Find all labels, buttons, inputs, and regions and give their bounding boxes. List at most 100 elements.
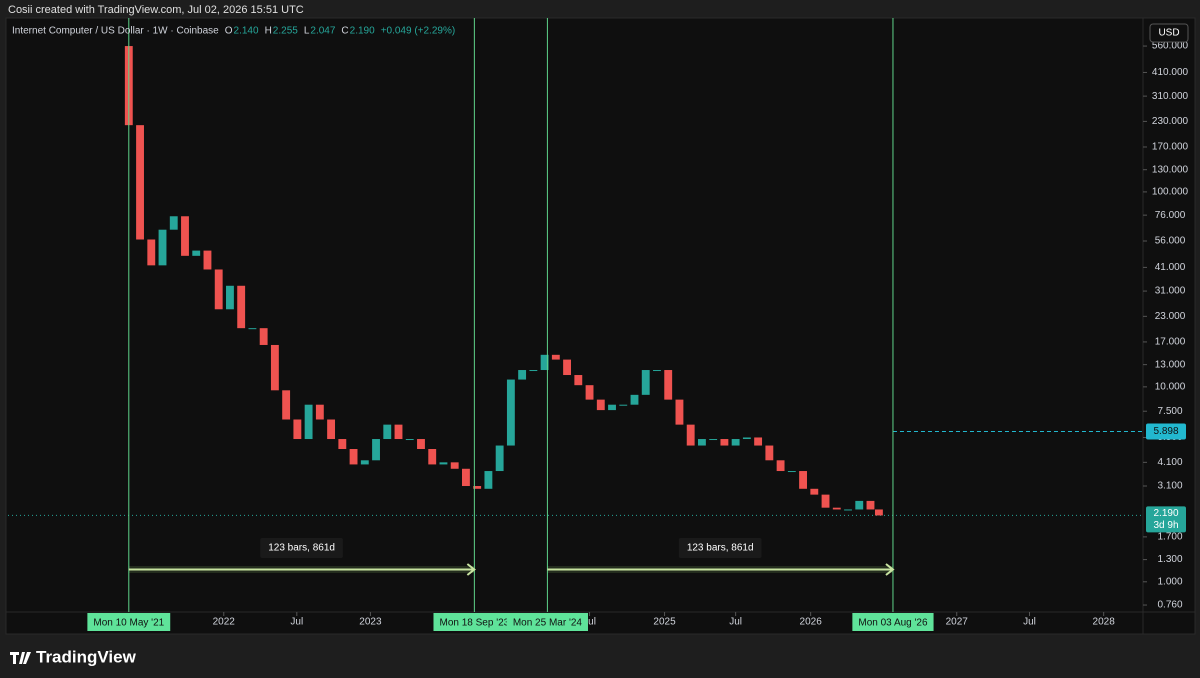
ohlc-value: 2.140 (234, 26, 259, 37)
marker-label-text: Mon 03 Aug '26 (858, 618, 928, 629)
candle (360, 460, 369, 465)
candle (619, 404, 628, 406)
candle (147, 239, 156, 266)
level-label-bg (1146, 423, 1186, 440)
candle (776, 460, 785, 472)
candle (596, 399, 605, 411)
range-label: 123 bars, 861d (268, 543, 335, 554)
y-tick-label: 76.000 (1155, 210, 1186, 221)
currency: USD (1158, 28, 1179, 39)
symbol-title: Internet Computer / US Dollar · 1W · Coi… (12, 26, 219, 37)
candle (315, 404, 324, 420)
candle (203, 250, 212, 270)
candle (675, 399, 684, 425)
candle (697, 439, 706, 446)
candle (585, 385, 594, 400)
candle (742, 437, 751, 440)
ohlc-value: 2.047 (310, 26, 335, 37)
y-tick-label: 230.000 (1152, 116, 1189, 127)
y-tick-label: 10.000 (1155, 381, 1186, 392)
ohlc-key: L (304, 26, 310, 37)
y-tick-label: 23.000 (1155, 311, 1186, 322)
y-tick-label: 1.700 (1157, 532, 1182, 543)
candle (731, 439, 740, 446)
candle (641, 370, 650, 395)
candle (574, 375, 583, 386)
candle (765, 445, 774, 461)
header-text: Cosii created with TradingView.com, Jul … (8, 4, 304, 16)
x-tick-label: 2027 (946, 617, 969, 628)
candle (563, 359, 572, 376)
candle (237, 285, 246, 329)
x-tick-label: 2026 (800, 617, 823, 628)
candle (720, 439, 729, 446)
candle (169, 216, 178, 230)
marker-label-bg (852, 613, 934, 631)
candle (810, 488, 819, 495)
candle (799, 471, 807, 489)
candle (136, 125, 144, 240)
candle (518, 370, 527, 380)
candle (226, 285, 234, 310)
candle (540, 354, 549, 371)
y-tick-label: 3.100 (1157, 481, 1182, 492)
candle (349, 448, 358, 465)
currency-button[interactable] (1149, 23, 1189, 43)
candle (473, 486, 482, 489)
candle (844, 509, 852, 511)
y-tick-label: 13.000 (1155, 359, 1186, 370)
candle (417, 439, 425, 449)
x-tick-label: Jul (729, 617, 742, 628)
candle (754, 437, 763, 446)
y-tick-label: 0.760 (1157, 600, 1182, 611)
last-price-bg (1146, 506, 1186, 533)
x-tick-label: 2022 (213, 617, 236, 628)
marker-label-text: Mon 18 Sep '23 (439, 618, 509, 629)
candle (495, 445, 504, 472)
legend: Internet Computer / US Dollar · 1W · Coi… (12, 26, 455, 37)
candle (506, 379, 515, 446)
logo-text: TradingView (36, 647, 137, 666)
candle (866, 500, 875, 510)
candle (383, 424, 392, 440)
candle (405, 439, 414, 441)
marker-label: Mon 25 Mar '24 (506, 613, 588, 631)
candle (529, 370, 538, 372)
candle (686, 424, 695, 446)
y-tick-label: 560.000 (1152, 41, 1189, 52)
y-tick-label: 100.000 (1152, 187, 1189, 198)
marker-label-bg (506, 613, 588, 631)
y-tick-label: 7.500 (1157, 406, 1182, 417)
logo: TradingView (10, 647, 137, 666)
range-arrow-head (466, 563, 476, 576)
range-label-bg (678, 538, 762, 558)
change: +0.049 (+2.29%) (381, 26, 456, 37)
candle (304, 404, 313, 440)
marker-label-bg (433, 613, 516, 631)
candle (293, 419, 302, 440)
candle (450, 462, 459, 469)
candle (428, 448, 437, 465)
candle (832, 507, 841, 510)
candle (270, 344, 279, 391)
candle (372, 439, 380, 461)
x-tick-label: 2023 (359, 617, 382, 628)
x-tick-label: Jul (1023, 617, 1036, 628)
marker-label: Mon 03 Aug '26 (852, 613, 934, 631)
candle (192, 250, 201, 256)
y-tick-label: 41.000 (1155, 262, 1186, 273)
candle (282, 390, 291, 420)
candle (787, 471, 796, 473)
candle (394, 424, 403, 440)
y-tick-label: 1.000 (1157, 576, 1182, 587)
candle (855, 500, 864, 510)
countdown: 3d 9h (1153, 520, 1178, 531)
marker-label-text: Mon 25 Mar '24 (513, 618, 583, 629)
plot: 560.000 410.000 310.000 230.000 170.000 130.0… (8, 18, 1189, 631)
marker-label: Mon 18 Sep '23 (433, 613, 516, 631)
y-tick-label: 1.300 (1157, 554, 1182, 565)
ohlc-key: C (341, 26, 348, 37)
candle (181, 216, 189, 256)
